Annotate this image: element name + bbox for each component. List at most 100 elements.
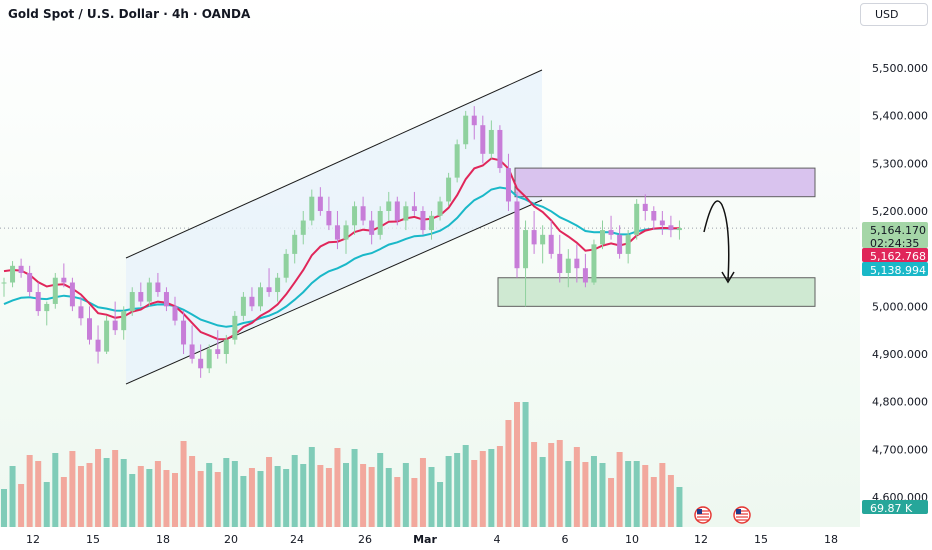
candle-body: [454, 144, 460, 178]
volume-bar: [633, 461, 640, 527]
candle-body: [317, 196, 323, 211]
volume-bar: [317, 465, 324, 527]
time-axis-bg: [0, 527, 932, 550]
x-tick-label: 10: [625, 533, 639, 546]
candle-body: [582, 268, 588, 283]
volume-histogram: [1, 402, 683, 527]
candle-body: [557, 253, 563, 273]
arrow-head: [721, 271, 735, 284]
candle: [198, 344, 204, 378]
volume-bar: [590, 456, 597, 527]
candle-body: [668, 225, 674, 231]
candle: [497, 125, 503, 173]
channel-lower-line: [125, 199, 543, 385]
candle: [394, 196, 400, 226]
volume-bar: [77, 466, 84, 527]
candle-body: [232, 315, 238, 340]
volume-bar: [69, 451, 76, 527]
x-tick-label: 24: [290, 533, 304, 546]
x-tick-label: Mar: [413, 533, 437, 546]
candle-body: [87, 318, 92, 340]
volume-bar: [18, 484, 25, 527]
volume-bar: [291, 455, 298, 527]
volume-bar: [505, 420, 512, 527]
candle: [10, 261, 16, 288]
y-tick-label: 5,000.000: [872, 300, 928, 313]
volume-bar: [325, 468, 332, 527]
volume-bar: [385, 468, 392, 527]
candle-body: [240, 296, 246, 316]
volume-bar: [129, 474, 136, 527]
candle-body: [163, 292, 169, 307]
ascending-channel-drawing: [125, 69, 543, 385]
volume-bar: [650, 477, 657, 527]
x-tick-label: 26: [358, 533, 372, 546]
candle: [334, 211, 340, 250]
candle: [146, 277, 152, 307]
volume-bar: [266, 457, 273, 527]
ma-fast-tag-bg: [862, 248, 928, 262]
candle: [240, 292, 246, 321]
volume-tag: 69.87 K: [862, 500, 928, 515]
candle-body: [223, 339, 229, 354]
candle-body: [309, 196, 315, 221]
candle: [138, 282, 144, 307]
x-tick-label: 15: [86, 533, 100, 546]
volume-bar: [454, 453, 461, 527]
volume-bar: [334, 448, 341, 527]
volume-tag-bg: [862, 500, 928, 514]
candle-body: [35, 292, 41, 312]
ma-slow-line: [3, 186, 680, 328]
candle-body: [249, 296, 255, 307]
volume-bar: [667, 475, 674, 527]
candle-body: [403, 206, 409, 221]
volume-bar: [308, 447, 315, 527]
candle: [283, 249, 289, 283]
candle: [18, 258, 24, 278]
candle: [591, 239, 597, 285]
candle-body: [18, 265, 24, 273]
candle-body: [437, 201, 443, 216]
channel-upper-line: [125, 69, 543, 259]
candle-body: [27, 272, 33, 293]
candle: [163, 287, 169, 312]
candle: [514, 191, 520, 278]
volume-bar: [343, 463, 349, 527]
flag-canton: [736, 509, 741, 514]
candle-body: [334, 225, 340, 240]
candle: [317, 187, 323, 216]
volume-bar: [26, 455, 33, 527]
currency-button[interactable]: USD: [860, 3, 928, 26]
volume-bar: [428, 467, 435, 527]
ma-slow-tag-bg: [862, 262, 928, 276]
volume-bar: [1, 489, 7, 527]
candle-body: [617, 234, 623, 254]
candle: [429, 211, 434, 240]
candle: [266, 268, 272, 297]
candle-body: [386, 201, 392, 211]
volume-bar: [154, 461, 161, 527]
candle: [155, 272, 161, 297]
volume-bar: [514, 402, 520, 527]
volume-bar: [496, 446, 503, 527]
candle: [275, 272, 281, 302]
candle: [557, 234, 563, 283]
volume-bar: [471, 460, 478, 527]
candle: [258, 282, 263, 312]
candle: [659, 211, 665, 235]
volume-bar: [531, 442, 538, 527]
candle-body: [198, 358, 204, 369]
volume-bar: [163, 470, 170, 527]
candle: [300, 211, 306, 245]
candle: [215, 330, 221, 359]
ma-fast-line: [3, 157, 680, 341]
candle: [326, 196, 332, 231]
candle-body: [429, 215, 434, 231]
candle: [44, 301, 50, 326]
candle: [61, 263, 67, 288]
candle: [471, 106, 477, 140]
candle-body: [574, 258, 580, 269]
candle-body: [326, 211, 332, 226]
